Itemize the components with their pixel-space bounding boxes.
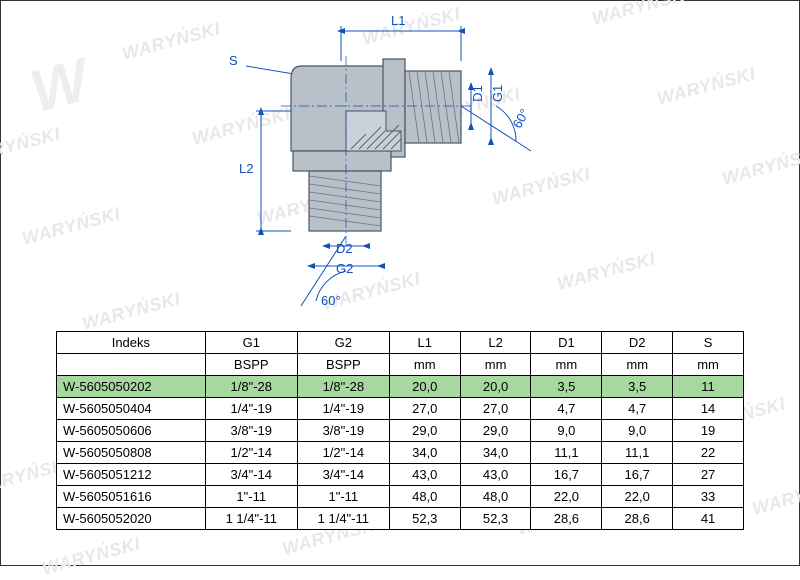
- table-header-cell: S: [673, 332, 744, 354]
- table-cell: 14: [673, 398, 744, 420]
- table-cell: 22,0: [531, 486, 602, 508]
- table-row: W-56050512123/4"-143/4"-1443,043,016,716…: [57, 464, 744, 486]
- table-header-row: IndeksG1G2L1L2D1D2S: [57, 332, 744, 354]
- table-cell: 27,0: [460, 398, 531, 420]
- table-row: W-56050504041/4"-191/4"-1927,027,04,74,7…: [57, 398, 744, 420]
- dim-angle-bottom: 60°: [321, 293, 341, 308]
- table-cell: 3,5: [531, 376, 602, 398]
- specs-table: IndeksG1G2L1L2D1D2S BSPPBSPPmmmmmmmmmm W…: [56, 331, 744, 530]
- table-cell: W-5605052020: [57, 508, 206, 530]
- table-cell: 29,0: [460, 420, 531, 442]
- table-cell: 28,6: [602, 508, 673, 530]
- table-cell: 19: [673, 420, 744, 442]
- table-cell: 34,0: [460, 442, 531, 464]
- table-row: W-56050508081/2"-141/2"-1434,034,011,111…: [57, 442, 744, 464]
- table-cell: 9,0: [531, 420, 602, 442]
- table-row: W-56050506063/8"-193/8"-1929,029,09,09,0…: [57, 420, 744, 442]
- table-row: W-56050502021/8"-281/8"-2820,020,03,53,5…: [57, 376, 744, 398]
- table-cell: 29,0: [389, 420, 460, 442]
- table-cell: 1/4"-19: [205, 398, 297, 420]
- dim-l1: L1: [391, 13, 405, 28]
- dim-s: S: [229, 53, 238, 68]
- table-units-row: BSPPBSPPmmmmmmmmmm: [57, 354, 744, 376]
- table-row: W-56050516161"-111"-1148,048,022,022,033: [57, 486, 744, 508]
- dim-d2: D2: [336, 241, 353, 256]
- table-unit-cell: mm: [602, 354, 673, 376]
- table-cell: W-5605051212: [57, 464, 206, 486]
- table-header-cell: Indeks: [57, 332, 206, 354]
- table-header-cell: L1: [389, 332, 460, 354]
- table-cell: W-5605050202: [57, 376, 206, 398]
- table-cell: 1 1/4"-11: [297, 508, 389, 530]
- table-cell: 52,3: [389, 508, 460, 530]
- watermark-text: WARYŃSKI: [720, 143, 800, 189]
- dim-l2: L2: [239, 161, 253, 176]
- table-cell: 1/2"-14: [205, 442, 297, 464]
- table-cell: 16,7: [602, 464, 673, 486]
- table-cell: 48,0: [460, 486, 531, 508]
- table-cell: W-5605051616: [57, 486, 206, 508]
- table-unit-cell: mm: [531, 354, 602, 376]
- table-header-cell: G2: [297, 332, 389, 354]
- table-header-cell: G1: [205, 332, 297, 354]
- table-cell: 52,3: [460, 508, 531, 530]
- table-cell: 11,1: [531, 442, 602, 464]
- table-cell: 34,0: [389, 442, 460, 464]
- table-cell: 3/8"-19: [297, 420, 389, 442]
- table-cell: 4,7: [531, 398, 602, 420]
- table-cell: 11,1: [602, 442, 673, 464]
- table-cell: W-5605050404: [57, 398, 206, 420]
- table-cell: 43,0: [389, 464, 460, 486]
- table-cell: 3/4"-14: [205, 464, 297, 486]
- table-cell: 1/2"-14: [297, 442, 389, 464]
- watermark-text: WARYŃSKI: [20, 203, 123, 249]
- table-unit-cell: mm: [673, 354, 744, 376]
- watermark-text: WARYŃSKI: [750, 473, 800, 519]
- elbow-fitting-diagram: S L1 L2 D1 G1 60° D2 G2 60°: [151, 11, 651, 321]
- dim-d1: D1: [470, 85, 485, 102]
- table-header-cell: D1: [531, 332, 602, 354]
- table-cell: 22,0: [602, 486, 673, 508]
- table-header-cell: D2: [602, 332, 673, 354]
- table-cell: 1/4"-19: [297, 398, 389, 420]
- dim-g1: G1: [490, 85, 505, 102]
- table-cell: 28,6: [531, 508, 602, 530]
- table-cell: 20,0: [460, 376, 531, 398]
- table-cell: 9,0: [602, 420, 673, 442]
- table-cell: W-5605050808: [57, 442, 206, 464]
- table-cell: 1"-11: [297, 486, 389, 508]
- table-cell: 4,7: [602, 398, 673, 420]
- table-unit-cell: BSPP: [205, 354, 297, 376]
- table-cell: 11: [673, 376, 744, 398]
- table-cell: 3/4"-14: [297, 464, 389, 486]
- table-cell: 33: [673, 486, 744, 508]
- watermark-logo: W: [23, 45, 96, 126]
- table-cell: 3/8"-19: [205, 420, 297, 442]
- watermark-text: WARYŃSKI: [40, 533, 143, 579]
- table-header-cell: L2: [460, 332, 531, 354]
- table-cell: 1/8"-28: [297, 376, 389, 398]
- table-cell: 43,0: [460, 464, 531, 486]
- table-cell: 20,0: [389, 376, 460, 398]
- watermark-text: WARYŃSKI: [0, 123, 63, 169]
- dim-g2: G2: [336, 261, 353, 276]
- table-cell: 3,5: [602, 376, 673, 398]
- table-cell: 1"-11: [205, 486, 297, 508]
- table-cell: 22: [673, 442, 744, 464]
- table-unit-cell: mm: [460, 354, 531, 376]
- table-row: W-56050520201 1/4"-111 1/4"-1152,352,328…: [57, 508, 744, 530]
- table-cell: 27: [673, 464, 744, 486]
- table-cell: W-5605050606: [57, 420, 206, 442]
- watermark-text: WARYŃSKI: [655, 63, 758, 109]
- table-cell: 48,0: [389, 486, 460, 508]
- table-unit-cell: [57, 354, 206, 376]
- table-unit-cell: mm: [389, 354, 460, 376]
- specs-table-container: IndeksG1G2L1L2D1D2S BSPPBSPPmmmmmmmmmm W…: [56, 331, 744, 530]
- table-cell: 41: [673, 508, 744, 530]
- table-unit-cell: BSPP: [297, 354, 389, 376]
- table-cell: 1 1/4"-11: [205, 508, 297, 530]
- table-cell: 1/8"-28: [205, 376, 297, 398]
- table-cell: 16,7: [531, 464, 602, 486]
- table-cell: 27,0: [389, 398, 460, 420]
